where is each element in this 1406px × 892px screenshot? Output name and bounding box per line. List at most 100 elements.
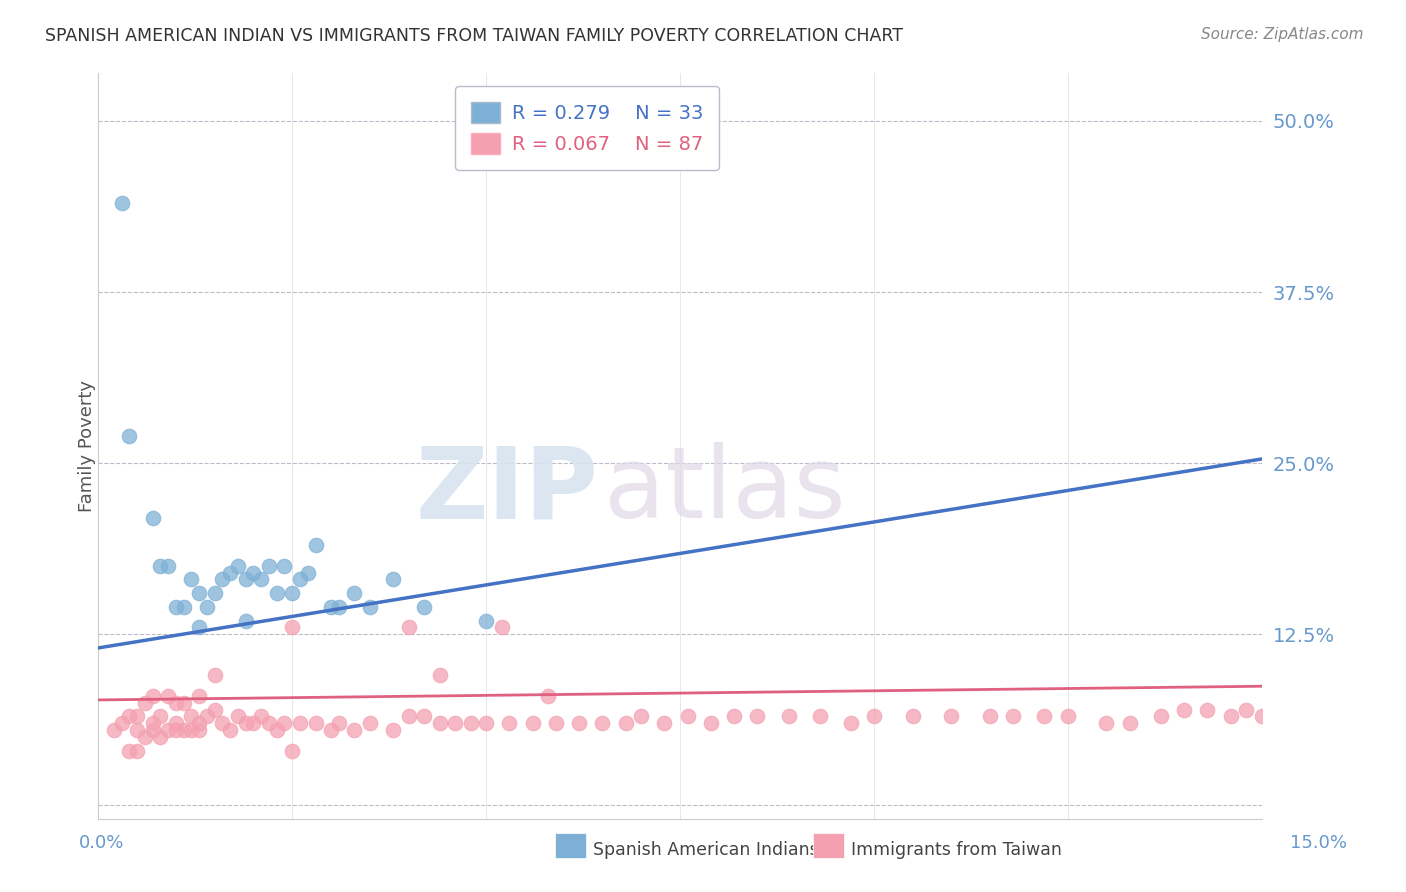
Point [475, 614, 498, 628]
Point [235, 573, 257, 587]
Point [444, 716, 467, 731]
Point [180, 709, 202, 723]
Point [266, 723, 288, 737]
Point [537, 689, 560, 703]
Point [134, 696, 156, 710]
Text: Source: ZipAtlas.com: Source: ZipAtlas.com [1201, 27, 1364, 42]
Point [700, 716, 723, 731]
Point [134, 730, 156, 744]
Point [398, 709, 420, 723]
Text: 0.0%: 0.0% [79, 834, 124, 852]
Point [219, 566, 242, 580]
Point [1095, 716, 1118, 731]
Point [382, 723, 405, 737]
Point [226, 558, 249, 573]
Point [188, 620, 211, 634]
Point [429, 716, 451, 731]
Point [1234, 702, 1257, 716]
Point [778, 709, 800, 723]
Point [142, 716, 165, 731]
Point [1250, 709, 1272, 723]
Point [304, 716, 326, 731]
Point [188, 716, 211, 731]
Point [343, 723, 366, 737]
Point [979, 709, 1001, 723]
Point [901, 709, 924, 723]
Point [475, 716, 498, 731]
Point [211, 573, 233, 587]
Point [211, 716, 233, 731]
Point [1219, 709, 1241, 723]
Point [544, 716, 567, 731]
Point [1173, 702, 1195, 716]
Point [281, 586, 304, 600]
Point [359, 599, 381, 614]
Point [808, 709, 831, 723]
Point [413, 709, 436, 723]
Point [219, 723, 242, 737]
Point [1033, 709, 1056, 723]
Point [242, 716, 264, 731]
Point [614, 716, 637, 731]
Point [297, 566, 319, 580]
Text: ZIP: ZIP [416, 442, 599, 540]
Point [149, 709, 172, 723]
Point [1118, 716, 1140, 731]
Point [429, 668, 451, 682]
Point [328, 716, 350, 731]
Point [288, 716, 311, 731]
Point [460, 716, 482, 731]
Point [173, 599, 195, 614]
Point [498, 716, 520, 731]
Point [188, 586, 211, 600]
Point [149, 558, 172, 573]
Point [204, 668, 226, 682]
Point [111, 716, 134, 731]
Point [747, 709, 769, 723]
Point [165, 599, 187, 614]
Point [235, 614, 257, 628]
Point [173, 723, 195, 737]
Point [522, 716, 544, 731]
Point [1002, 709, 1025, 723]
Point [157, 723, 180, 737]
Point [127, 723, 149, 737]
Legend: R = 0.279    N = 33, R = 0.067    N = 87: R = 0.279 N = 33, R = 0.067 N = 87 [456, 87, 718, 169]
Point [118, 428, 141, 442]
Point [226, 709, 249, 723]
Point [266, 586, 288, 600]
Point [343, 586, 366, 600]
Point [142, 689, 165, 703]
Point [676, 709, 699, 723]
Point [319, 723, 342, 737]
Point [359, 716, 381, 731]
Point [273, 558, 295, 573]
Point [127, 743, 149, 757]
Point [118, 743, 141, 757]
Point [180, 723, 202, 737]
Point [242, 566, 264, 580]
Point [103, 723, 125, 737]
Point [173, 696, 195, 710]
Point [654, 716, 676, 731]
Point [235, 716, 257, 731]
Point [157, 558, 180, 573]
Point [723, 709, 745, 723]
Point [413, 599, 436, 614]
Point [591, 716, 613, 731]
Point [273, 716, 295, 731]
Point [281, 620, 304, 634]
Point [157, 689, 180, 703]
Point [111, 196, 134, 211]
Point [1197, 702, 1219, 716]
Point [288, 573, 311, 587]
Text: atlas: atlas [605, 442, 846, 540]
Point [304, 538, 326, 552]
Point [204, 702, 226, 716]
Point [328, 599, 350, 614]
Point [188, 723, 211, 737]
Point [127, 709, 149, 723]
Point [204, 586, 226, 600]
Text: 15.0%: 15.0% [1291, 834, 1347, 852]
Point [165, 696, 187, 710]
